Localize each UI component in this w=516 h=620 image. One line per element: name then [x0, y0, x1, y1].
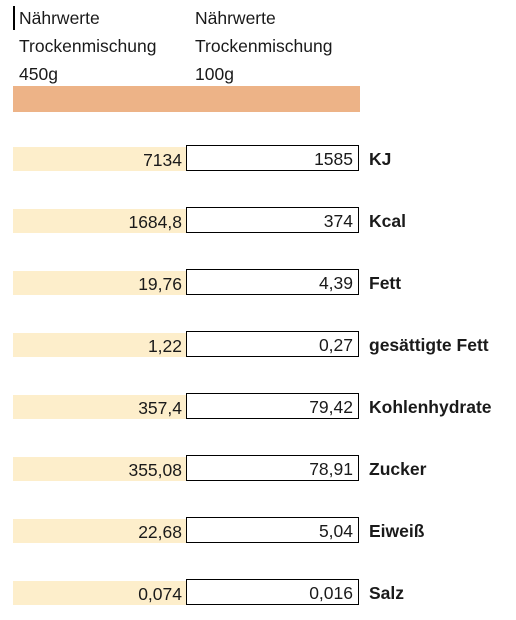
nutrient-label[interactable]: Fett [369, 273, 402, 293]
nutrient-label[interactable]: gesättigte Fett [369, 335, 489, 355]
header-100g[interactable]: Nährwerte Trockenmischung 100g [195, 4, 332, 88]
header-450g-line1: Nährwerte [19, 8, 100, 28]
row-salz: 0,074 0,016 Salz [0, 579, 516, 607]
header-100g-line3: 100g [195, 64, 234, 84]
value-450g-cell[interactable]: 22,68 [13, 519, 186, 543]
row-eiweiss: 22,68 5,04 Eiweiß [0, 517, 516, 545]
header-highlight-bar[interactable] [13, 86, 360, 112]
header-450g-line2: Trockenmischung [19, 36, 157, 56]
value-100g-cell[interactable]: 374 [186, 207, 359, 233]
text-cursor [13, 6, 15, 30]
value-100g-cell[interactable]: 5,04 [186, 517, 359, 543]
value-100g-cell[interactable]: 0,016 [186, 579, 359, 605]
nutrient-label[interactable]: Kcal [369, 211, 406, 231]
value-450g-cell[interactable]: 1,22 [13, 333, 186, 357]
row-kohlenhydrate: 357,4 79,42 Kohlenhydrate [0, 393, 516, 421]
value-450g-cell[interactable]: 1684,8 [13, 209, 186, 233]
header-450g-line3: 450g [19, 64, 58, 84]
row-kcal: 1684,8 374 Kcal [0, 207, 516, 235]
value-450g-cell[interactable]: 7134 [13, 147, 186, 171]
value-100g-cell[interactable]: 0,27 [186, 331, 359, 357]
value-450g-cell[interactable]: 0,074 [13, 581, 186, 605]
nutrient-label[interactable]: Eiweiß [369, 521, 425, 541]
value-100g-cell[interactable]: 78,91 [186, 455, 359, 481]
nutrient-label[interactable]: KJ [369, 149, 392, 169]
nutrient-label[interactable]: Kohlenhydrate [369, 397, 492, 417]
value-450g-cell[interactable]: 357,4 [13, 395, 186, 419]
value-100g-cell[interactable]: 79,42 [186, 393, 359, 419]
header-100g-line1: Nährwerte [195, 8, 276, 28]
value-450g-cell[interactable]: 19,76 [13, 271, 186, 295]
row-fett: 19,76 4,39 Fett [0, 269, 516, 297]
value-100g-cell[interactable]: 1585 [186, 145, 359, 171]
header-100g-line2: Trockenmischung [195, 36, 333, 56]
value-450g-cell[interactable]: 355,08 [13, 457, 186, 481]
row-kj: 7134 1585 KJ [0, 145, 516, 173]
row-zucker: 355,08 78,91 Zucker [0, 455, 516, 483]
row-gesaettigte-fett: 1,22 0,27 gesättigte Fett [0, 331, 516, 359]
header-450g[interactable]: Nährwerte Trockenmischung 450g [19, 4, 156, 88]
value-100g-cell[interactable]: 4,39 [186, 269, 359, 295]
nutrient-label[interactable]: Salz [369, 583, 405, 603]
nutrient-label[interactable]: Zucker [369, 459, 427, 479]
